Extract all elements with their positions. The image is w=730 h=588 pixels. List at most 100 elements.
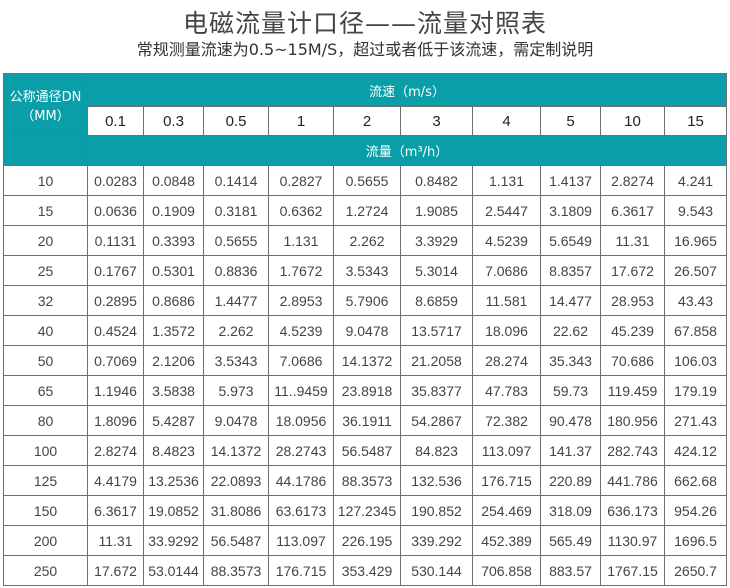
flow-cell: 3.5838 — [143, 375, 204, 406]
flow-cell: 2.262 — [333, 225, 401, 256]
table-row: 200 11.31 33.9292 56.5487 113.097 226.195 339.… — [3, 525, 728, 556]
table-row: 50 0.7069 2.1206 3.5343 7.0686 14.1372 21.2058… — [3, 345, 728, 376]
flow-cell: 0.1414 — [203, 165, 269, 196]
flow-cell: 1.131 — [268, 225, 334, 256]
flow-cell: 67.858 — [663, 315, 728, 346]
flow-cell: 119.459 — [600, 375, 665, 406]
flow-cell: 5.4287 — [143, 405, 204, 436]
table-row: 80 1.8096 5.4287 9.0478 18.0956 36.1911 54.286… — [3, 405, 728, 436]
dn-cell: 15 — [3, 195, 88, 226]
flow-cell: 179.19 — [663, 375, 728, 406]
dn-cell: 25 — [3, 255, 88, 286]
flow-cell: 0.3393 — [143, 225, 204, 256]
flow-cell: 3.5343 — [333, 255, 401, 286]
flow-cell: 53.0144 — [143, 555, 204, 586]
flow-cell: 2650.7 — [663, 555, 728, 586]
flow-cell: 2.8274 — [87, 435, 144, 466]
flow-cell: 0.8482 — [400, 165, 473, 196]
flow-cell: 44.1786 — [268, 465, 334, 496]
flow-cell: 2.1206 — [143, 345, 204, 376]
flow-cell: 22.62 — [540, 315, 601, 346]
flow-cell: 2.8274 — [600, 165, 665, 196]
flow-cell: 441.786 — [600, 465, 665, 496]
velocity-cell: 0.5 — [203, 106, 269, 136]
flow-cell: 5.6549 — [540, 225, 601, 256]
flow-cell: 36.1911 — [333, 405, 401, 436]
dn-cell: 20 — [3, 225, 88, 256]
flow-cell: 13.2536 — [143, 465, 204, 496]
flow-cell: 2.5447 — [472, 195, 541, 226]
flow-cell: 706.858 — [472, 555, 541, 586]
flow-cell: 22.0893 — [203, 465, 269, 496]
dn-cell: 65 — [3, 375, 88, 406]
flow-cell: 4.5239 — [472, 225, 541, 256]
flow-cell: 1.2724 — [333, 195, 401, 226]
flow-table: 公称通径DN （MM） 流速（m/s） 0.1 0.3 0.5 1 2 3 4 5 10 15 流… — [3, 73, 728, 586]
flow-cell: 43.43 — [663, 285, 728, 316]
flow-cell: 1.3572 — [143, 315, 204, 346]
dn-cell: 250 — [3, 555, 88, 586]
table-row: 25 0.1767 0.5301 0.8836 1.7672 3.5343 5.3014 7.… — [3, 255, 728, 286]
flow-cell: 72.382 — [472, 405, 541, 436]
flow-cell: 16.965 — [663, 225, 728, 256]
flow-cell: 0.5655 — [203, 225, 269, 256]
flow-cell: 13.5717 — [400, 315, 473, 346]
flow-cell: 18.0956 — [268, 405, 334, 436]
flow-cell: 2.262 — [203, 315, 269, 346]
flow-cell: 0.1131 — [87, 225, 144, 256]
flow-cell: 132.536 — [400, 465, 473, 496]
table-row: 100 2.8274 8.4823 14.1372 28.2743 56.5487 84.8… — [3, 435, 728, 466]
flow-cell: 14.477 — [540, 285, 601, 316]
flow-cell: 35.8377 — [400, 375, 473, 406]
flow-cell: 8.8357 — [540, 255, 601, 286]
flow-cell: 21.2058 — [400, 345, 473, 376]
flow-cell: 19.0852 — [143, 495, 204, 526]
dn-cell: 150 — [3, 495, 88, 526]
flow-cell: 18.096 — [472, 315, 541, 346]
flow-cell: 220.89 — [540, 465, 601, 496]
flow-cell: 2.8953 — [268, 285, 334, 316]
flow-cell: 0.1767 — [87, 255, 144, 286]
flow-cell: 282.743 — [600, 435, 665, 466]
flow-cell: 31.8086 — [203, 495, 269, 526]
flow-cell: 1.1946 — [87, 375, 144, 406]
flow-cell: 3.5343 — [203, 345, 269, 376]
table-row: 65 1.1946 3.5838 5.973 11..9459 23.8918 35.837… — [3, 375, 728, 406]
flow-cell: 1696.5 — [663, 525, 728, 556]
flow-cell: 0.6362 — [268, 195, 334, 226]
flow-cell: 0.2895 — [87, 285, 144, 316]
velocity-cell: 10 — [600, 106, 665, 136]
velocity-cell: 1 — [268, 106, 334, 136]
flow-cell: 565.49 — [540, 525, 601, 556]
flow-cell: 0.3181 — [203, 195, 269, 226]
dn-cell: 200 — [3, 525, 88, 556]
velocity-cell: 5 — [540, 106, 601, 136]
flow-cell: 35.343 — [540, 345, 601, 376]
flow-cell: 7.0686 — [472, 255, 541, 286]
flow-cell: 11.31 — [600, 225, 665, 256]
flow-cell: 530.144 — [400, 555, 473, 586]
flow-cell: 5.7906 — [333, 285, 401, 316]
flow-cell: 88.3573 — [333, 465, 401, 496]
flow-cell: 5.973 — [203, 375, 269, 406]
flow-cell: 33.9292 — [143, 525, 204, 556]
flow-cell: 0.1909 — [143, 195, 204, 226]
flow-cell: 56.5487 — [203, 525, 269, 556]
flow-cell: 90.478 — [540, 405, 601, 436]
flow-cell: 70.686 — [600, 345, 665, 376]
velocity-cell: 15 — [663, 106, 728, 136]
flow-cell: 0.4524 — [87, 315, 144, 346]
flow-cell: 662.68 — [663, 465, 728, 496]
flow-cell: 127.2345 — [333, 495, 401, 526]
flow-cell: 9.0478 — [203, 405, 269, 436]
flow-cell: 254.469 — [472, 495, 541, 526]
flow-cell: 1.4137 — [540, 165, 601, 196]
table-row: 10 0.0283 0.0848 0.1414 0.2827 0.5655 0.8482 1.… — [3, 165, 728, 196]
flow-cell: 1130.97 — [600, 525, 665, 556]
flow-cell: 452.389 — [472, 525, 541, 556]
dn-cell: 32 — [3, 285, 88, 316]
velocity-row: 0.1 0.3 0.5 1 2 3 4 5 10 15 — [4, 106, 728, 136]
dn-cell: 40 — [3, 315, 88, 346]
flow-cell: 63.6173 — [268, 495, 334, 526]
flow-cell: 9.0478 — [333, 315, 401, 346]
